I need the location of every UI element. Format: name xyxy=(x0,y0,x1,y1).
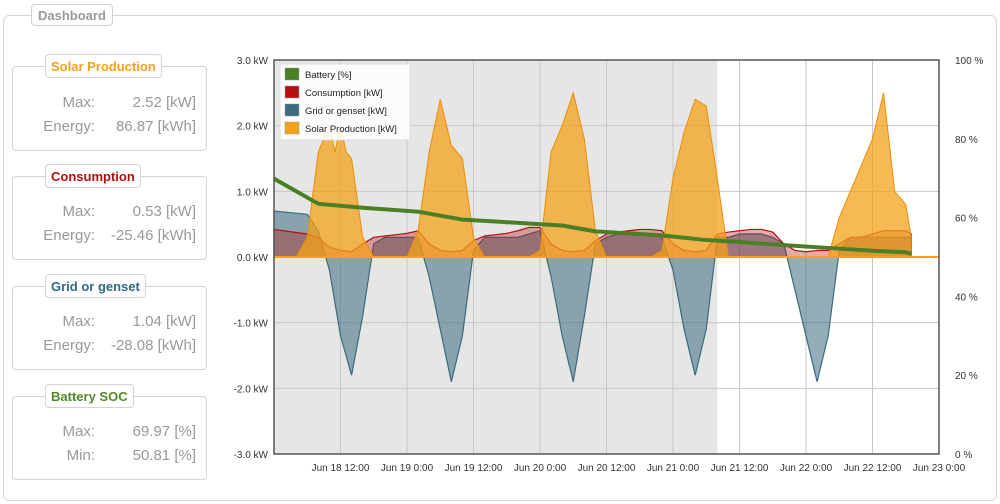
solar-production-card: Solar Production Max: 2.52 [kW] Energy: … xyxy=(12,54,208,151)
dashboard-panel xyxy=(3,15,997,501)
grid-genset-title: Grid or genset xyxy=(45,274,146,298)
solar-energy-label: Energy: xyxy=(43,118,95,135)
y-right-tick-label: 100 % xyxy=(955,56,983,67)
energy-chart-svg[interactable]: 3.0 kW 2.0 kW 1.0 kW 0.0 kW -1.0 kW -2.0 kW -3… xyxy=(215,46,998,476)
x-tick-label: Jun 21 0:00 xyxy=(647,463,700,474)
x-tick-label: Jun 20 12:00 xyxy=(578,463,636,474)
battery-soc-card: Battery SOC Max: 69.97 [%] Min: 50.81 [%… xyxy=(12,384,208,480)
y-left-tick-label: 3.0 kW xyxy=(237,56,269,67)
solar-energy-value: 86.87 [kWh] xyxy=(115,118,196,135)
consumption-max-row: Max: 0.53 [kW] xyxy=(13,203,208,223)
legend-entry: Solar Production [kW] xyxy=(305,124,397,135)
y-left-tick-label: 1.0 kW xyxy=(237,187,269,198)
y-right-tick-label: 60 % xyxy=(955,214,978,225)
grid-max-label: Max: xyxy=(62,313,95,330)
x-tick-label: Jun 22 12:00 xyxy=(844,463,902,474)
battery-min-row: Min: 50.81 [%] xyxy=(13,447,208,467)
y-left-tick-label: 2.0 kW xyxy=(237,122,269,133)
legend-box xyxy=(279,63,411,141)
dashboard-title: Dashboard xyxy=(31,4,113,26)
legend-entry: Grid or genset [kW] xyxy=(305,106,387,117)
x-tick-label: Jun 21 12:00 xyxy=(711,463,769,474)
consumption-energy-value: -25.46 [kWh] xyxy=(110,227,196,244)
legend-swatch xyxy=(284,121,300,135)
y-right-tick-label: 80 % xyxy=(955,135,978,146)
consumption-energy-label: Energy: xyxy=(43,227,95,244)
solar-production-title: Solar Production xyxy=(45,54,162,78)
consumption-max-value: 0.53 [kW] xyxy=(132,203,196,220)
consumption-card: Consumption Max: 0.53 [kW] Energy: -25.4… xyxy=(12,164,208,260)
grid-genset-area xyxy=(273,210,912,382)
battery-min-value: 50.81 [%] xyxy=(132,447,196,464)
grid-energy-value: -28.08 [kWh] xyxy=(110,337,196,354)
legend-swatch xyxy=(284,67,300,81)
x-tick-label: Jun 20 0:00 xyxy=(514,463,567,474)
solar-max-label: Max: xyxy=(62,94,95,111)
grid-energy-label: Energy: xyxy=(43,337,95,354)
battery-max-value: 69.97 [%] xyxy=(132,423,196,440)
chart-legend: Battery [%] Consumption [kW] Grid or gense… xyxy=(279,63,411,141)
battery-min-label: Min: xyxy=(66,447,95,464)
legend-entry: Battery [%] xyxy=(305,70,351,81)
grid-max-value: 1.04 [kW] xyxy=(132,313,196,330)
solar-max-value: 2.52 [kW] xyxy=(132,94,196,111)
grid-energy-row: Energy: -28.08 [kWh] xyxy=(13,337,208,357)
y-left-tick-label: 0.0 kW xyxy=(237,253,269,264)
legend-swatch xyxy=(284,85,300,99)
solar-max-row: Max: 2.52 [kW] xyxy=(13,94,208,114)
energy-chart[interactable]: 3.0 kW 2.0 kW 1.0 kW 0.0 kW -1.0 kW -2.0 kW -3… xyxy=(215,46,998,476)
battery-max-row: Max: 69.97 [%] xyxy=(13,423,208,443)
grid-genset-card: Grid or genset Max: 1.04 [kW] Energy: -2… xyxy=(12,274,208,370)
x-tick-label: Jun 19 12:00 xyxy=(445,463,503,474)
y-left-tick-label: -2.0 kW xyxy=(234,384,269,395)
y-right-tick-label: 40 % xyxy=(955,292,978,303)
x-tick-label: Jun 18 12:00 xyxy=(312,463,370,474)
solar-energy-row: Energy: 86.87 [kWh] xyxy=(13,118,208,138)
x-tick-label: Jun 19 0:00 xyxy=(381,463,434,474)
y-left-tick-label: -1.0 kW xyxy=(234,319,269,330)
y-right-tick-label: 20 % xyxy=(955,371,978,382)
grid-max-row: Max: 1.04 [kW] xyxy=(13,313,208,333)
battery-soc-line xyxy=(273,176,912,256)
x-tick-label: Jun 22 0:00 xyxy=(780,463,833,474)
battery-soc-title: Battery SOC xyxy=(45,384,134,408)
x-tick-label: Jun 23 0:00 xyxy=(913,463,966,474)
legend-swatch xyxy=(284,103,300,117)
consumption-max-label: Max: xyxy=(62,203,95,220)
consumption-energy-row: Energy: -25.46 [kWh] xyxy=(13,227,208,247)
consumption-title: Consumption xyxy=(45,164,141,188)
y-right-tick-label: 0 % xyxy=(955,450,972,461)
battery-max-label: Max: xyxy=(62,423,95,440)
plot-border xyxy=(273,59,940,455)
legend-entry: Consumption [kW] xyxy=(305,88,383,99)
y-left-tick-label: -3.0 kW xyxy=(234,450,269,461)
